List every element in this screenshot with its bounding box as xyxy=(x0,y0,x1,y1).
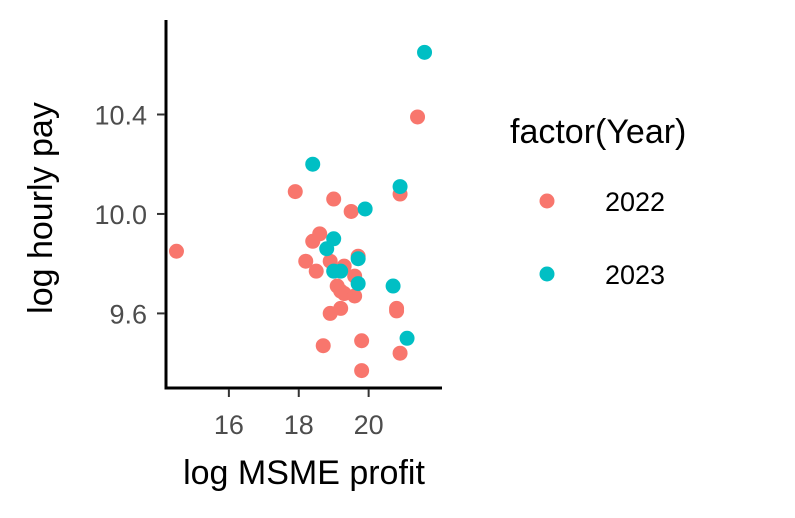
point-2022-19 xyxy=(354,333,370,349)
point-2023-4 xyxy=(333,263,349,279)
point-2022-20 xyxy=(354,363,370,379)
point-2022-16 xyxy=(347,288,363,304)
point-2022-0 xyxy=(168,243,184,259)
point-2022-9 xyxy=(326,191,342,207)
legend-label-2022: 2022 xyxy=(605,187,665,217)
x-tick-label: 18 xyxy=(284,410,314,440)
x-tick-label: 20 xyxy=(354,410,384,440)
point-2023-10 xyxy=(399,330,415,346)
legend-title: factor(Year) xyxy=(510,113,686,151)
y-tick-label: 10.0 xyxy=(94,200,147,230)
legend-items: 2022 2023 xyxy=(539,187,665,290)
y-axis-title: log hourly pay xyxy=(22,102,60,314)
x-ticks: 16 18 20 xyxy=(214,389,384,440)
point-2022-25 xyxy=(410,109,426,125)
point-2023-7 xyxy=(357,201,373,217)
point-2022-4 xyxy=(312,226,328,242)
points-layer xyxy=(168,44,433,379)
point-2023-5 xyxy=(350,251,366,267)
x-tick-label: 16 xyxy=(214,410,244,440)
x-axis-title: log MSME profit xyxy=(183,454,425,492)
point-2022-22 xyxy=(389,303,405,319)
point-2022-2 xyxy=(298,253,314,269)
point-2023-8 xyxy=(385,278,401,294)
point-2022-15 xyxy=(343,203,359,219)
point-2022-6 xyxy=(315,338,331,354)
point-2023-9 xyxy=(392,179,408,195)
point-2022-5 xyxy=(308,263,324,279)
legend-label-2023: 2023 xyxy=(605,260,665,290)
legend-key-2022 xyxy=(539,193,555,209)
point-2022-12 xyxy=(333,300,349,316)
y-tick-label: 9.6 xyxy=(109,299,147,329)
point-2022-23 xyxy=(392,345,408,361)
y-ticks: 9.6 10.0 10.4 xyxy=(94,100,165,329)
legend-key-2023 xyxy=(539,266,555,282)
y-tick-label: 10.4 xyxy=(94,100,147,130)
point-2023-0 xyxy=(305,156,321,172)
point-2023-2 xyxy=(326,231,342,247)
legend: factor(Year) 2022 2023 xyxy=(510,113,686,290)
point-2023-6 xyxy=(350,276,366,292)
point-2022-1 xyxy=(287,184,303,200)
point-2023-11 xyxy=(417,44,433,60)
